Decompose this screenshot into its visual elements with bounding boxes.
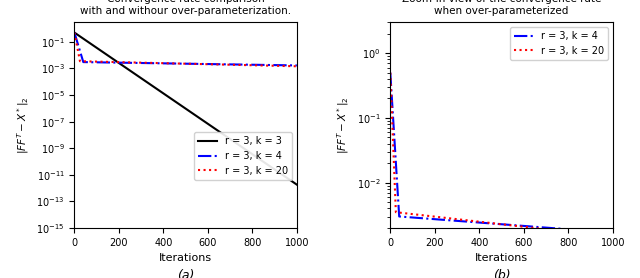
Legend: r = 3, k = 3, r = 3, k = 4, r = 3, k = 20: r = 3, k = 3, r = 3, k = 4, r = 3, k = 2… [194, 132, 292, 180]
Y-axis label: $|FF^T - X^*|_2$: $|FF^T - X^*|_2$ [15, 96, 31, 154]
r = 3, k = 4 [252, 63, 260, 66]
r = 3, k = 3 [252, 155, 260, 158]
r = 3, k = 3 [282, 175, 290, 179]
Title: Zoom-in view of the convergence rate
when over-parameterized: Zoom-in view of the convergence rate whe… [402, 0, 601, 16]
Line: r = 3, k = 3: r = 3, k = 3 [74, 33, 297, 185]
r = 3, k = 4 [431, 218, 439, 221]
r = 3, k = 3 [84, 40, 92, 44]
Text: (a): (a) [177, 269, 195, 278]
r = 3, k = 20 [583, 232, 591, 236]
r = 3, k = 4 [70, 31, 78, 34]
r = 3, k = 20 [293, 64, 301, 68]
r = 3, k = 20 [84, 60, 92, 63]
Text: (b): (b) [493, 269, 510, 278]
r = 3, k = 20 [400, 212, 408, 215]
Line: r = 3, k = 4: r = 3, k = 4 [74, 33, 297, 65]
r = 3, k = 3 [268, 165, 275, 169]
r = 3, k = 3 [293, 183, 301, 186]
X-axis label: Iterations: Iterations [159, 253, 212, 263]
r = 3, k = 3 [116, 62, 124, 65]
r = 3, k = 20 [560, 230, 568, 233]
r = 3, k = 20 [252, 64, 260, 67]
r = 3, k = 4 [598, 230, 605, 234]
r = 3, k = 3 [244, 149, 252, 153]
r = 3, k = 4 [387, 71, 394, 74]
r = 3, k = 20 [431, 215, 439, 219]
r = 3, k = 4 [400, 215, 408, 219]
r = 3, k = 20 [598, 234, 605, 237]
r = 3, k = 20 [244, 63, 252, 67]
r = 3, k = 20 [268, 64, 275, 67]
r = 3, k = 4 [560, 227, 568, 231]
r = 3, k = 4 [268, 63, 275, 67]
Title: Convergence rate comparison
with and withour over-parameterization.: Convergence rate comparison with and wit… [80, 0, 291, 16]
Legend: r = 3, k = 4, r = 3, k = 20: r = 3, k = 4, r = 3, k = 20 [510, 27, 608, 60]
r = 3, k = 4 [244, 63, 252, 66]
X-axis label: Iterations: Iterations [475, 253, 528, 263]
r = 3, k = 4 [293, 64, 301, 67]
r = 3, k = 20 [609, 235, 616, 239]
r = 3, k = 20 [116, 61, 124, 64]
r = 3, k = 4 [116, 61, 124, 64]
r = 3, k = 4 [282, 64, 290, 67]
Line: r = 3, k = 4: r = 3, k = 4 [390, 73, 612, 233]
r = 3, k = 20 [282, 64, 290, 68]
r = 3, k = 20 [387, 71, 394, 74]
r = 3, k = 3 [70, 31, 78, 34]
r = 3, k = 20 [70, 31, 78, 34]
r = 3, k = 4 [609, 231, 616, 234]
Line: r = 3, k = 20: r = 3, k = 20 [390, 73, 612, 237]
r = 3, k = 4 [84, 61, 92, 64]
r = 3, k = 4 [568, 228, 575, 231]
Y-axis label: $|FF^T - X^*|_2$: $|FF^T - X^*|_2$ [335, 96, 351, 154]
Line: r = 3, k = 20: r = 3, k = 20 [74, 33, 297, 66]
r = 3, k = 20 [568, 230, 575, 234]
r = 3, k = 4 [583, 229, 591, 232]
